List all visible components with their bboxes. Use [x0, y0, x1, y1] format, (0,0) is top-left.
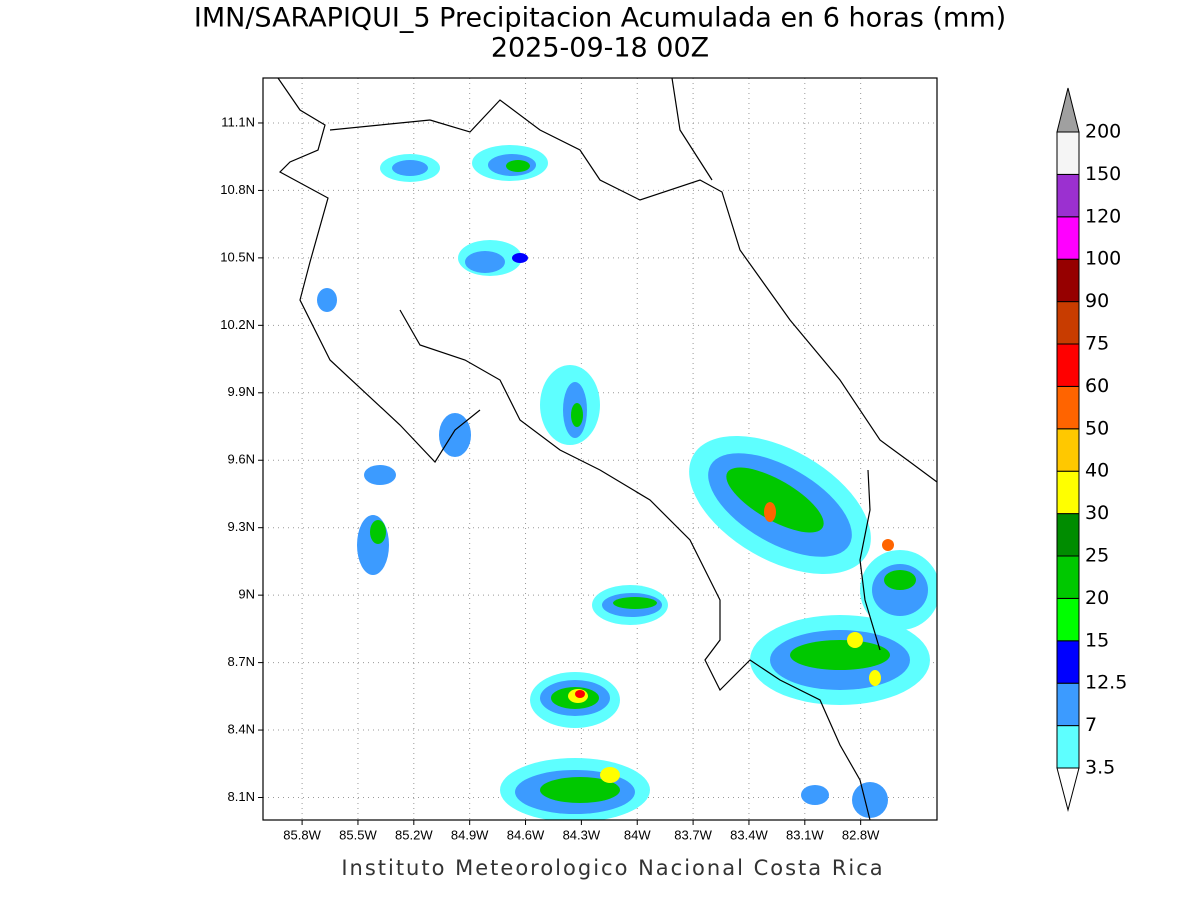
- x-tick-label: 85.2W: [395, 827, 433, 842]
- colorbar-label: 90: [1085, 290, 1109, 312]
- colorbar-label: 20: [1085, 587, 1109, 609]
- colorbar-swatch: [1056, 725, 1080, 769]
- colorbar-swatch: [1056, 513, 1080, 557]
- colorbar-label: 100: [1085, 248, 1121, 270]
- x-tick-label: 83.7W: [674, 827, 712, 842]
- colorbar-label: 120: [1085, 205, 1121, 227]
- y-tick-label: 8.7N: [228, 654, 255, 669]
- x-tick-label: 84.3W: [563, 827, 601, 842]
- colorbar-label: 200: [1085, 121, 1121, 143]
- precipitation: [317, 145, 937, 820]
- colorbar-label: 30: [1085, 502, 1109, 524]
- colorbar-label: 15: [1085, 629, 1109, 651]
- colorbar-label: 150: [1085, 163, 1121, 185]
- colorbar-label: 25: [1085, 545, 1109, 567]
- x-tick-label: 84.6W: [507, 827, 545, 842]
- colorbar-swatch: [1056, 385, 1080, 430]
- x-tick-label: 85.8W: [283, 827, 321, 842]
- y-tick-label: 10.2N: [220, 317, 255, 332]
- y-tick-label: 9.6N: [228, 452, 255, 467]
- y-tick-label: 10.8N: [220, 182, 255, 197]
- footer: Instituto Meteorologico Nacional Costa R…: [341, 856, 884, 880]
- colorbar: 3.5 7 12.5 15 20 25 30 40 50 60 75 90 100 120 150 200: [1056, 87, 1127, 812]
- colorbar-label: 75: [1085, 333, 1109, 355]
- colorbar-swatch: [1056, 173, 1080, 218]
- colorbar-swatch: [1056, 131, 1080, 175]
- y-tick-label: 8.1N: [228, 789, 255, 804]
- y-tick-label: 9.9N: [228, 384, 255, 399]
- x-tick-label: 84W: [624, 827, 651, 842]
- y-tick-label: 10.5N: [220, 249, 255, 264]
- map-area: [263, 78, 937, 820]
- subtitle: 2025-09-18 00Z: [491, 33, 709, 64]
- colorbar-label: 12.5: [1085, 672, 1127, 694]
- x-tick-label: 82.8W: [842, 827, 880, 842]
- colorbar-swatch: [1056, 343, 1080, 387]
- colorbar-swatch: [1056, 258, 1080, 303]
- coastlines: [277, 78, 937, 820]
- colorbar-label: 7: [1085, 714, 1097, 736]
- colorbar-under: [1056, 767, 1080, 812]
- y-tick-label: 9.3N: [228, 519, 255, 534]
- x-tick-label: 83.4W: [730, 827, 768, 842]
- map-frame: [262, 77, 938, 821]
- colorbar-swatch: [1056, 428, 1080, 472]
- x-tick-label: 84.9W: [451, 827, 489, 842]
- colorbar-swatch: [1056, 301, 1080, 345]
- colorbar-label: 60: [1085, 375, 1109, 397]
- colorbar-over: [1056, 87, 1080, 133]
- y-tick-label: 8.4N: [228, 721, 255, 736]
- title: IMN/SARAPIQUI_5 Precipitacion Acumulada …: [194, 3, 1006, 34]
- colorbar-swatch: [1056, 555, 1080, 599]
- colorbar-label: 3.5: [1085, 757, 1115, 779]
- colorbar-swatch: [1056, 640, 1080, 684]
- grid: [263, 78, 937, 820]
- x-tick-label: 83.1W: [786, 827, 824, 842]
- y-tick-label: 9N: [238, 587, 255, 602]
- colorbar-label: 40: [1085, 460, 1109, 482]
- y-tick-label: 11.1N: [221, 114, 255, 129]
- colorbar-swatch: [1056, 597, 1080, 642]
- colorbar-swatch: [1056, 216, 1080, 260]
- x-tick-label: 85.5W: [339, 827, 377, 842]
- colorbar-swatch: [1056, 470, 1080, 515]
- colorbar-swatch: [1056, 682, 1080, 727]
- colorbar-label: 50: [1085, 417, 1109, 439]
